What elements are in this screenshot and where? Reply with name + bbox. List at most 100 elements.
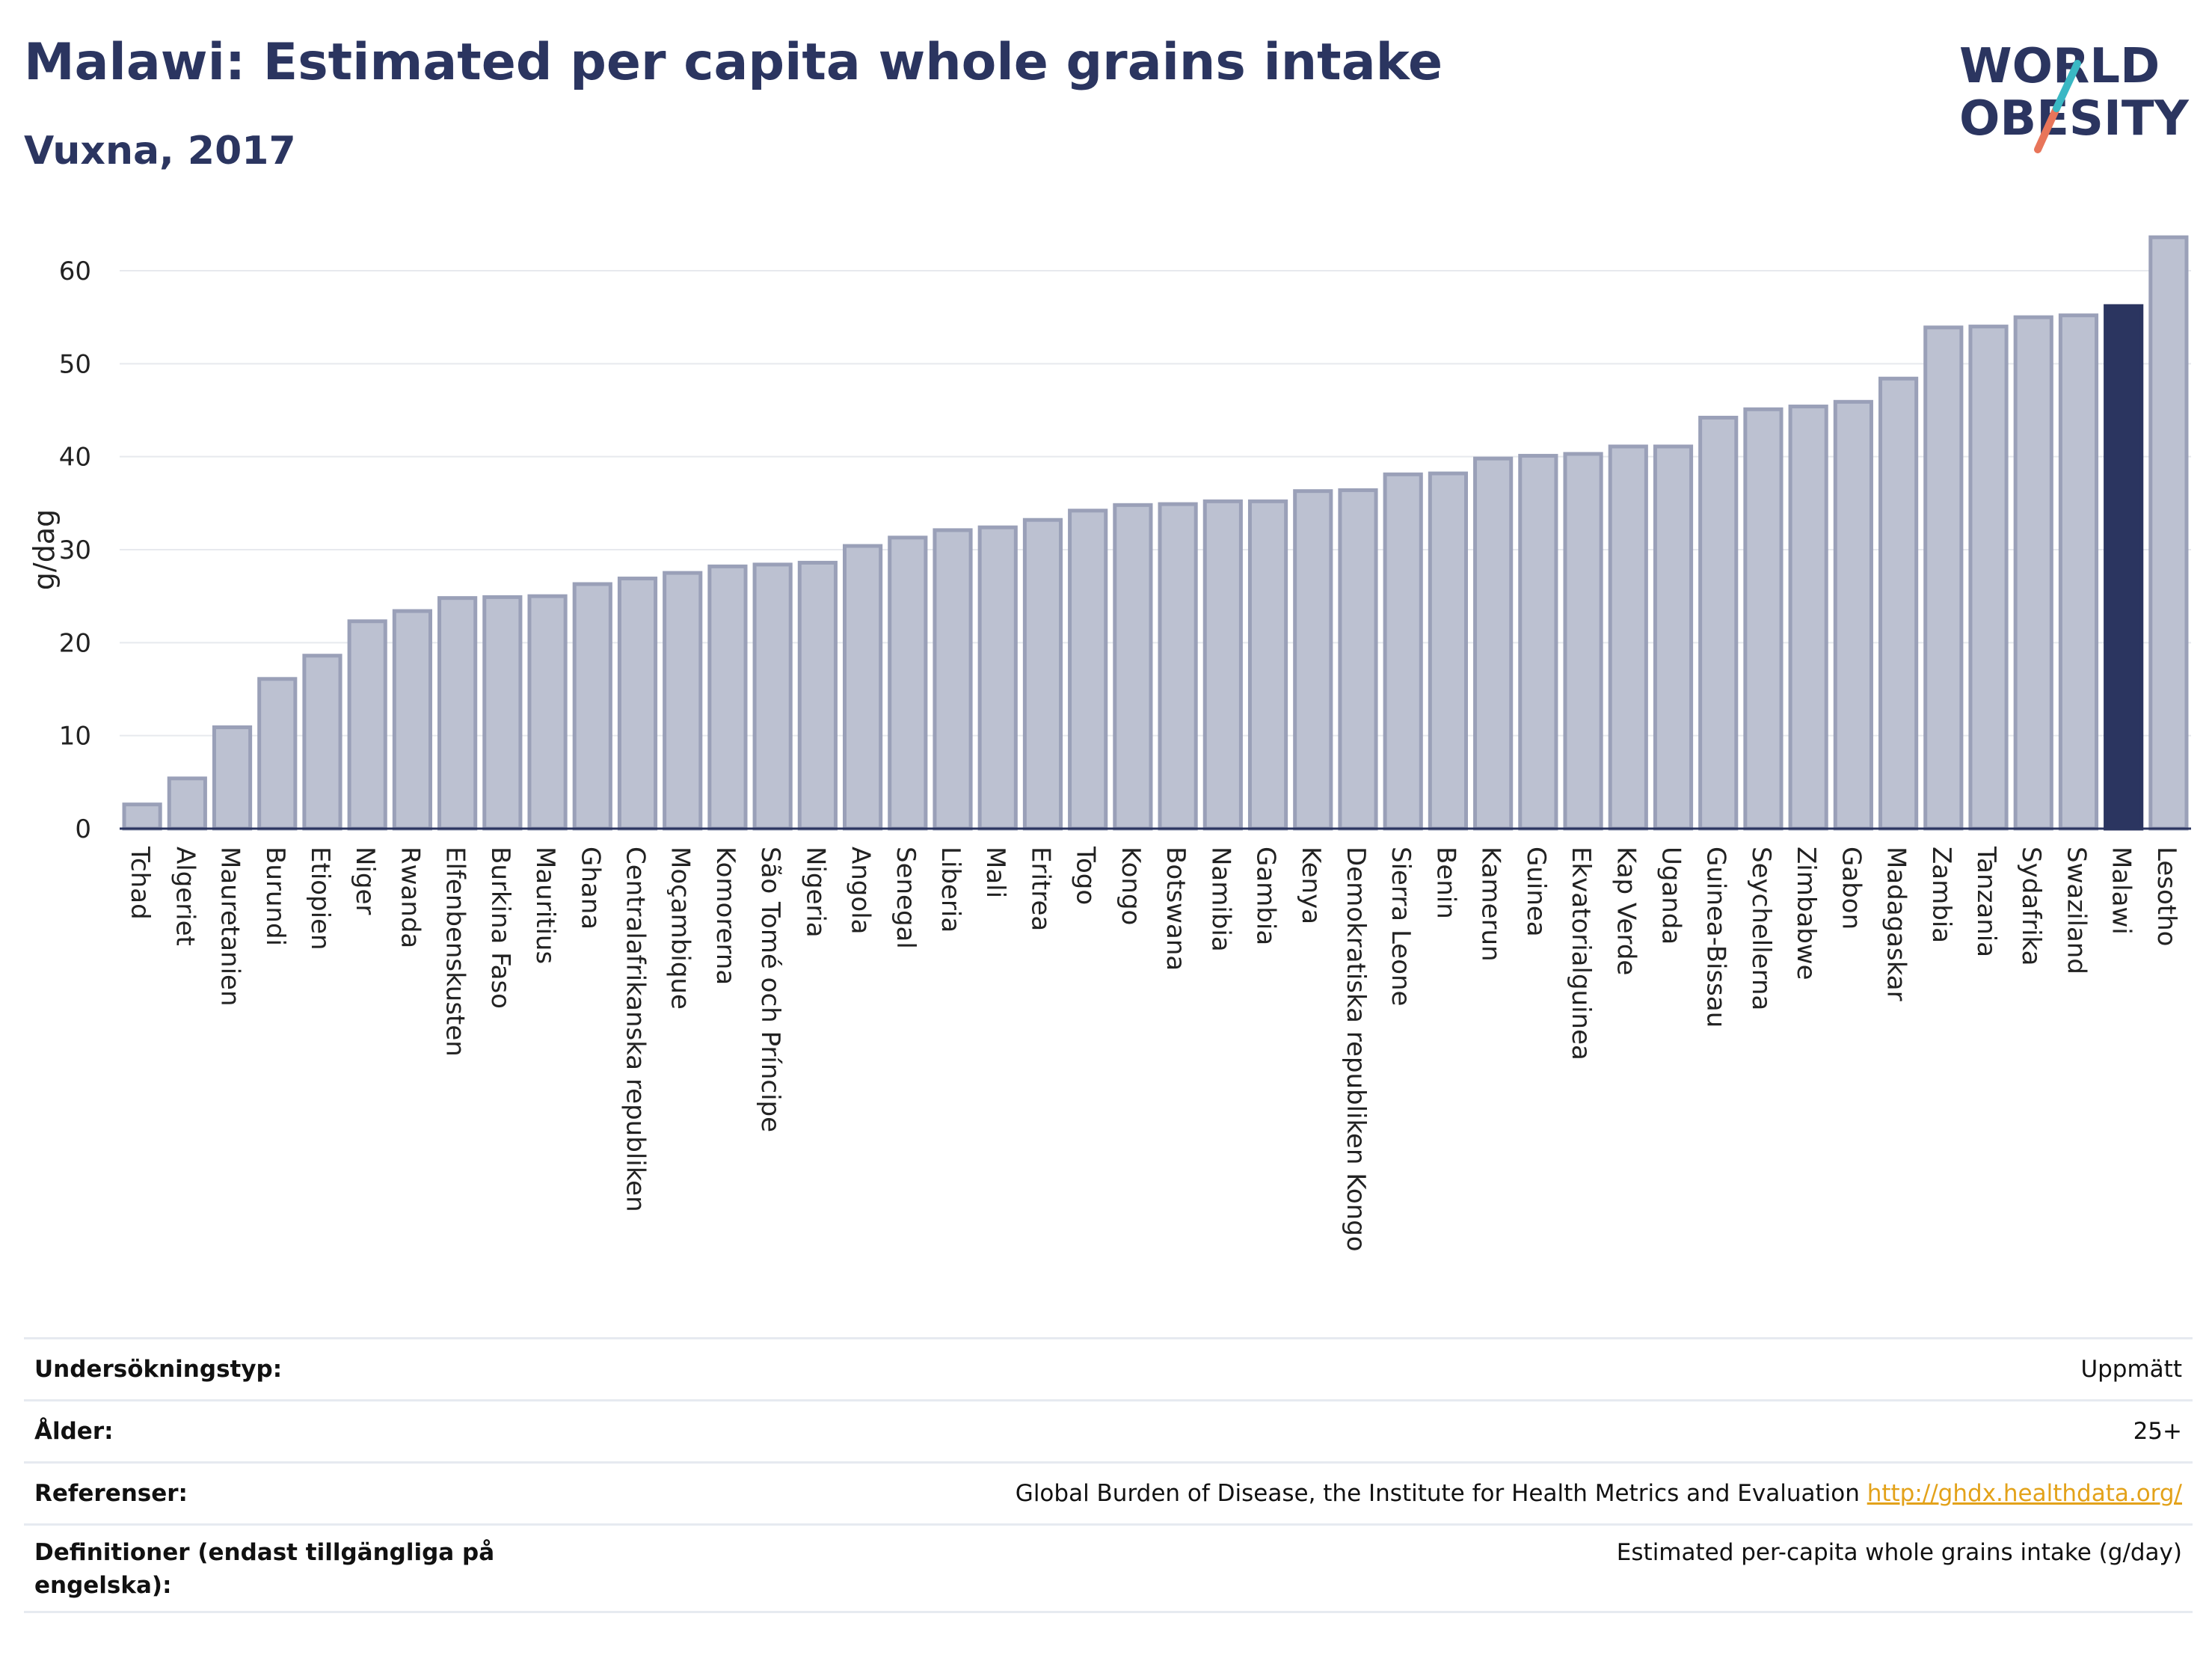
x-tick-label: Etiopien (305, 847, 335, 951)
bar (663, 571, 703, 831)
x-tick-label: Kenya (1296, 847, 1326, 924)
info-value: Estimated per-capita whole grains intake… (1616, 1539, 2182, 1566)
x-tick-label: Moçambique (666, 847, 695, 1010)
bar (1428, 471, 1468, 831)
y-tick-label: 60 (59, 257, 91, 286)
info-label: Referenser: (34, 1480, 188, 1507)
bar (1833, 399, 1873, 831)
info-row-references: Referenser: Global Burden of Disease, th… (24, 1461, 2193, 1523)
bar (1608, 444, 1648, 831)
bar (1113, 503, 1153, 831)
x-tick-label: Demokratiska republiken Kongo (1341, 847, 1371, 1252)
x-tick-label: Namibia (1205, 847, 1235, 952)
bar (1653, 444, 1694, 831)
x-tick-label: Liberia (936, 847, 965, 933)
x-tick-label: Guinea-Bissau (1701, 847, 1731, 1028)
x-tick-label: Benin (1431, 847, 1460, 919)
reference-link[interactable]: http://ghdx.healthdata.org/ (1867, 1480, 2182, 1507)
x-tick-label: Sydafrika (2016, 847, 2046, 965)
bar (302, 654, 342, 831)
bar (752, 562, 793, 831)
x-tick-label: Angola (846, 847, 876, 934)
x-tick-label: Botswana (1161, 847, 1191, 971)
info-value: 25+ (2133, 1418, 2182, 1445)
x-tick-label: Senegal (891, 847, 921, 949)
logo-line1: WORLD (1959, 39, 2160, 94)
bar (1202, 499, 1243, 831)
y-axis-label: g/dag (28, 509, 61, 590)
logo-slash-teal (2053, 60, 2081, 112)
x-tick-label: Rwanda (395, 847, 425, 948)
x-tick-label: Eritrea (1025, 847, 1055, 931)
x-tick-label: Nigeria (800, 847, 830, 938)
x-tick-label: Zimbabwe (1791, 847, 1821, 980)
x-tick-label: Ekvatorialguinea (1566, 847, 1596, 1060)
bar (1518, 453, 1558, 831)
x-tick-label: Mauretanien (215, 847, 245, 1007)
bar (122, 802, 162, 831)
bar (1293, 489, 1333, 831)
y-tick-label: 30 (59, 535, 91, 565)
logo-slash-coral (2034, 105, 2060, 153)
world-obesity-logo: WORLD OBESITY (1959, 39, 2189, 153)
info-label: Undersökningstyp: (34, 1356, 283, 1383)
bar (1383, 472, 1423, 831)
bar (843, 544, 883, 831)
x-tick-label: Centralafrikanska republiken (621, 847, 651, 1212)
info-row-definitions: Definitioner (endast tillgängliga på eng… (24, 1523, 2193, 1613)
bar (1473, 456, 1514, 831)
x-tick-label: Swaziland (2061, 847, 2091, 974)
x-tick-label: Algeriet (170, 847, 200, 946)
x-tick-label: Kamerun (1476, 847, 1506, 962)
x-tick-label: Zambia (1926, 847, 1956, 943)
bar (888, 535, 928, 831)
bar (2058, 313, 2099, 831)
x-tick-label: Ghana (575, 847, 605, 930)
info-table: Undersökningstyp: Uppmätt Ålder: 25+ Ref… (24, 1337, 2193, 1613)
bar (2148, 235, 2189, 831)
bar (437, 596, 478, 831)
x-tick-label: Kap Verde (1611, 847, 1641, 975)
bar (257, 677, 298, 831)
x-tick-label: São Tomé och Príncipe (755, 847, 785, 1132)
bar-chart: 0 10 20 30 40 50 60 g/dag Tchad Algeriet Mauretani… (28, 235, 2191, 1252)
y-tick-label: 20 (59, 628, 91, 658)
x-tick-label: Komorerna (710, 847, 740, 985)
bar (1338, 488, 1378, 831)
x-tick-label: Gabon (1836, 847, 1866, 930)
info-label: Ålder: (34, 1418, 114, 1445)
bar (347, 619, 387, 831)
bar (1788, 405, 1828, 831)
info-label: Definitioner (endast tillgängliga på eng… (34, 1539, 495, 1599)
bar (1698, 415, 1739, 831)
y-tick-label: 50 (59, 349, 91, 379)
bar (572, 582, 612, 831)
x-tick-label: Mauritius (530, 847, 560, 964)
x-tick-label: Malawi (2107, 847, 2136, 935)
x-tick-label: Seychellerna (1746, 847, 1776, 1010)
bar (212, 725, 253, 831)
bar (1923, 325, 1964, 831)
x-tick-label: Burundi (260, 847, 290, 946)
x-tick-label: Niger (350, 847, 380, 915)
y-tick-label: 10 (59, 722, 91, 752)
x-tick-label: Sierra Leone (1386, 847, 1416, 1006)
bar (1743, 407, 1784, 831)
bar (797, 560, 838, 831)
info-value: Uppmätt (2080, 1356, 2182, 1383)
page-subtitle: Vuxna, 2017 (24, 129, 296, 174)
page-title: Malawi: Estimated per capita whole grain… (24, 33, 1443, 92)
x-tick-label: Mali (980, 847, 1010, 898)
bar (933, 528, 973, 831)
x-tick-label: Tchad (125, 846, 155, 920)
x-tick-label: Gambia (1251, 847, 1281, 945)
bar (482, 595, 523, 831)
bar (1563, 452, 1603, 831)
y-tick-label: 0 (75, 814, 91, 844)
bar (1878, 376, 1919, 831)
bar (167, 776, 207, 831)
bar (617, 577, 658, 831)
info-row-survey-type: Undersökningstyp: Uppmätt (24, 1337, 2193, 1399)
logo-line2: OBESITY (1959, 91, 2189, 147)
info-value: Global Burden of Disease, the Institute … (1015, 1480, 1860, 1507)
